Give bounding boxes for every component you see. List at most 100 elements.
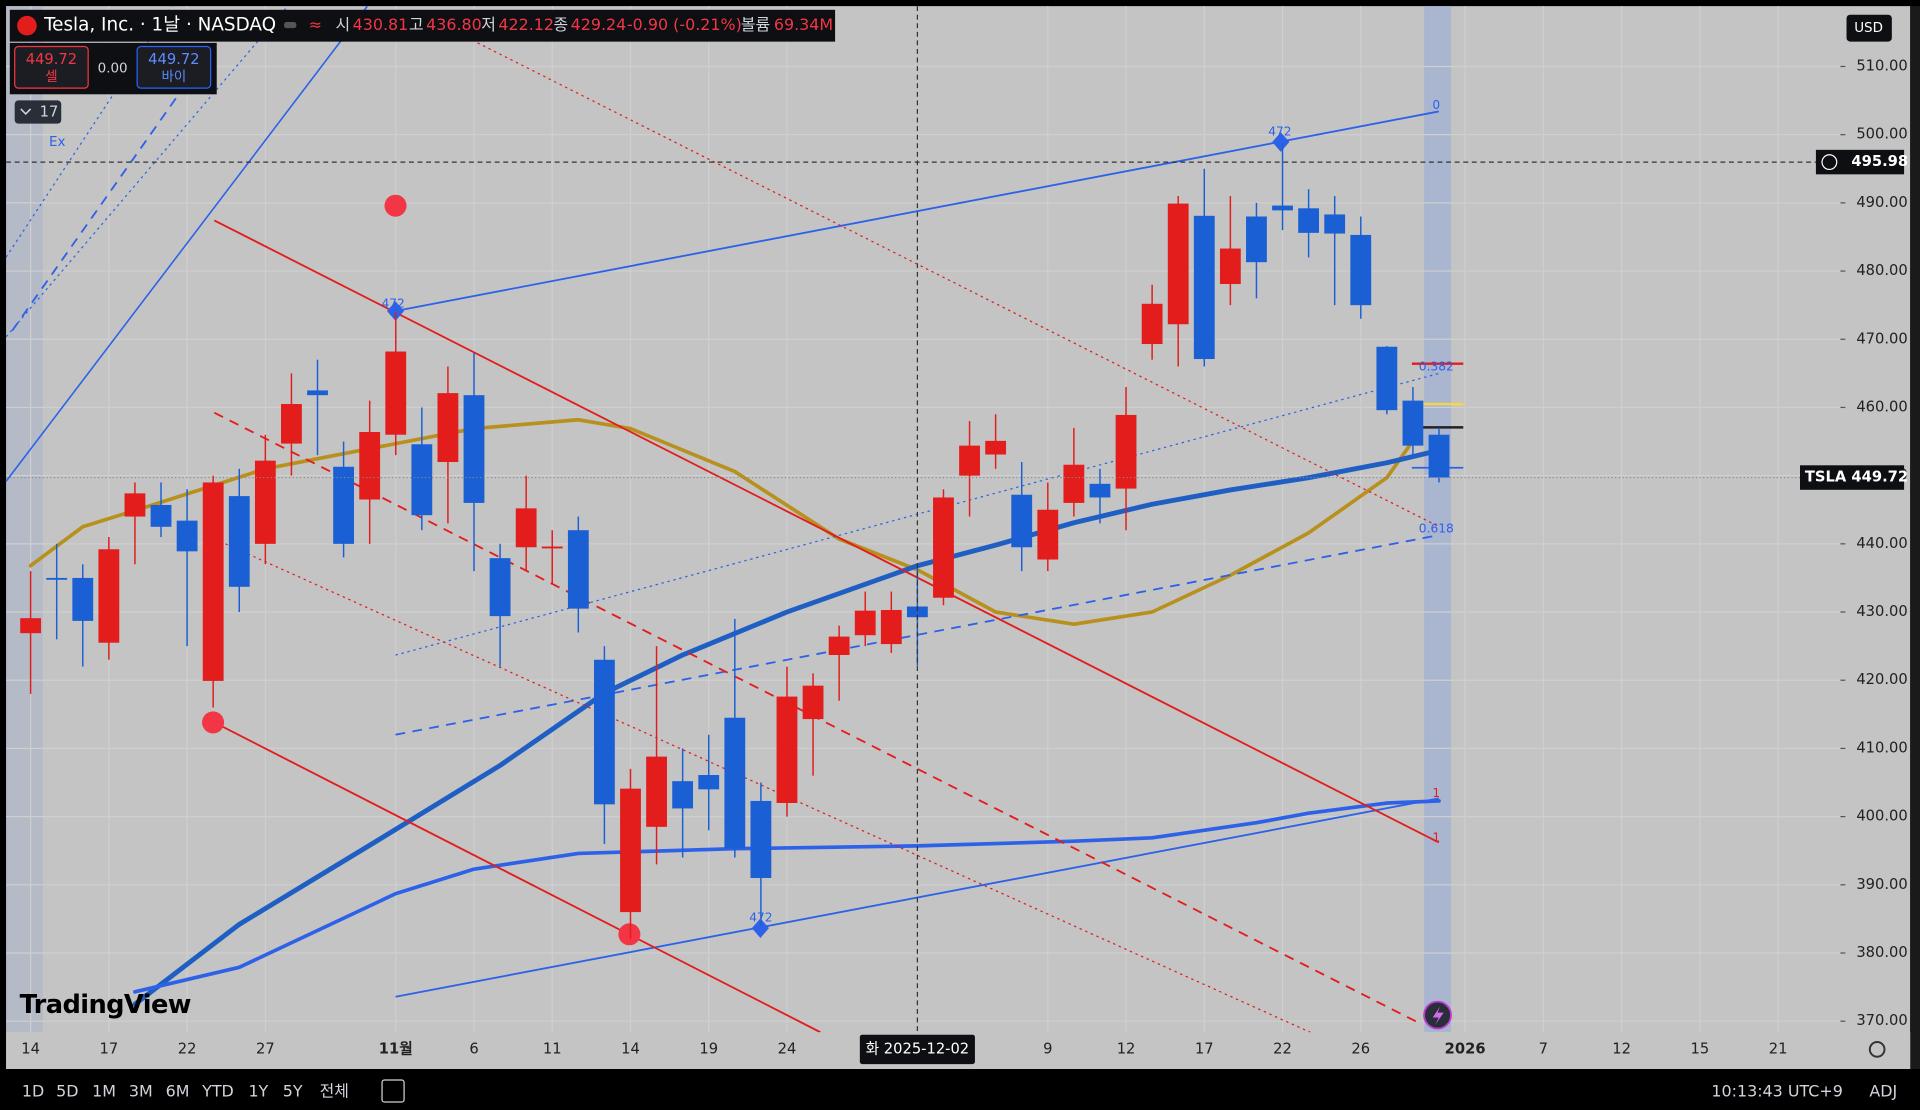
header-bar — [9, 9, 836, 42]
y-tick-label: 470.00 — [1856, 330, 1907, 347]
candle-body — [202, 482, 224, 681]
x-tick-label: 27 — [256, 1040, 275, 1057]
candle-body — [646, 756, 667, 827]
y-tick-label: 490.00 — [1856, 194, 1907, 211]
red-channel-lower — [213, 721, 821, 1034]
spread: 0.00 — [98, 62, 128, 77]
y-tick-label: 440.00 — [1856, 535, 1907, 552]
x-tick-label: 19 — [699, 1040, 718, 1057]
x-tick-label: 12 — [1117, 1040, 1136, 1057]
candle-body — [437, 393, 459, 463]
pivot-marker — [751, 918, 769, 938]
candle-body — [124, 493, 146, 517]
candles — [20, 142, 1450, 940]
buy-button[interactable] — [136, 45, 212, 89]
y-tick-label: 430.00 — [1856, 603, 1907, 620]
candle-body — [959, 445, 980, 476]
sell-price: 449.72 — [26, 51, 77, 68]
range-buttons: 1D 5D 1M 3M 6M YTD 1Y 5Y 전체 — [22, 1082, 349, 1101]
low-value: 422.12 — [498, 15, 554, 34]
candle-body — [594, 659, 615, 805]
symbol-name[interactable]: Tesla, Inc. · 1날 · NASDAQ — [43, 15, 276, 36]
indicator-toggle[interactable] — [14, 100, 62, 124]
candle-body — [1272, 205, 1293, 211]
range-button[interactable]: 1D — [22, 1082, 44, 1101]
channel-upper — [395, 110, 1439, 312]
fib-label: 1 — [1432, 830, 1440, 844]
candle-body — [724, 717, 746, 849]
candle-body — [254, 460, 276, 544]
y-tick-label: 500.00 — [1856, 126, 1907, 143]
toolbar — [0, 1071, 1920, 1110]
candle-body — [672, 781, 694, 809]
low-label: 저 — [481, 15, 496, 34]
pivot-marker — [618, 923, 641, 946]
compare-icon[interactable] — [381, 1079, 405, 1103]
x-tick-label: 17 — [1195, 1040, 1214, 1057]
candle-body — [698, 775, 720, 790]
candle-body — [985, 440, 1007, 455]
buy-price: 449.72 — [148, 51, 199, 68]
moving-average — [133, 799, 1441, 994]
pivot-marker — [384, 194, 407, 217]
candle-body — [1350, 234, 1372, 306]
indicator-tag: Ex — [49, 135, 66, 150]
candle-body — [620, 788, 641, 913]
y-tick-label: 410.00 — [1856, 739, 1907, 756]
last-price-symbol: TSLA — [1805, 469, 1847, 486]
adj-toggle[interactable]: ADJ — [1869, 1082, 1897, 1101]
y-tick-label: 480.00 — [1856, 262, 1907, 279]
plot-background — [6, 6, 1911, 1069]
y-tick-label: 380.00 — [1856, 944, 1907, 961]
range-button[interactable]: 6M — [166, 1082, 190, 1101]
candle-body — [933, 497, 954, 598]
candle-body — [1193, 215, 1215, 360]
candle-body — [281, 404, 302, 444]
y-tick-label: 400.00 — [1856, 808, 1907, 825]
candle-body — [776, 696, 798, 803]
pivot-label: 472 — [1268, 124, 1291, 138]
trend-line — [5, 5, 289, 338]
range-button[interactable]: 3M — [129, 1082, 153, 1101]
x-tick-label: 2026 — [1445, 1040, 1486, 1057]
session-band — [6, 6, 43, 1033]
range-button[interactable]: 전체 — [320, 1082, 349, 1101]
candle-body — [385, 351, 407, 435]
x-tick-label: 17 — [100, 1040, 119, 1057]
range-button[interactable]: 5D — [56, 1082, 78, 1101]
crosshair-x-box — [859, 1034, 975, 1065]
candle-body — [1141, 303, 1163, 345]
candle-body — [802, 685, 824, 720]
x-tick-label: 22 — [1273, 1040, 1292, 1057]
volume-label: 볼륨 — [741, 15, 770, 34]
pivot-label: 472 — [381, 296, 404, 310]
channel-mid — [395, 534, 1439, 736]
crosshair-y-box — [1815, 149, 1905, 175]
x-tick-label: 15 — [1690, 1040, 1709, 1057]
candle-body — [46, 577, 68, 580]
volume-value: 69.34M — [774, 15, 833, 34]
scrollbar — [1910, 6, 1920, 1069]
candle-body — [1063, 464, 1085, 503]
range-button[interactable]: 1M — [92, 1082, 116, 1101]
event-icon-glyph — [1432, 1006, 1444, 1025]
candle-body — [1167, 203, 1189, 325]
red-channel-upper — [213, 219, 1440, 844]
symbol-logo — [17, 15, 37, 36]
crosshair-add[interactable] — [1821, 154, 1838, 171]
currency-box[interactable] — [1846, 14, 1892, 42]
sell-button[interactable] — [14, 45, 89, 89]
candle-body — [333, 466, 354, 544]
candle-body — [307, 390, 328, 396]
candle-body — [854, 610, 876, 636]
range-button[interactable]: 5Y — [283, 1082, 303, 1101]
y-tick-label: 460.00 — [1856, 398, 1907, 415]
settings-icon[interactable] — [1868, 1041, 1886, 1058]
trend-line — [5, 5, 368, 482]
range-button[interactable]: 1Y — [248, 1082, 268, 1101]
range-button[interactable]: YTD — [201, 1082, 234, 1101]
open-value: 430.81 — [353, 15, 409, 34]
pivot-label: 472 — [749, 911, 772, 925]
candle-body — [541, 546, 563, 549]
currency: USD — [1854, 21, 1883, 36]
